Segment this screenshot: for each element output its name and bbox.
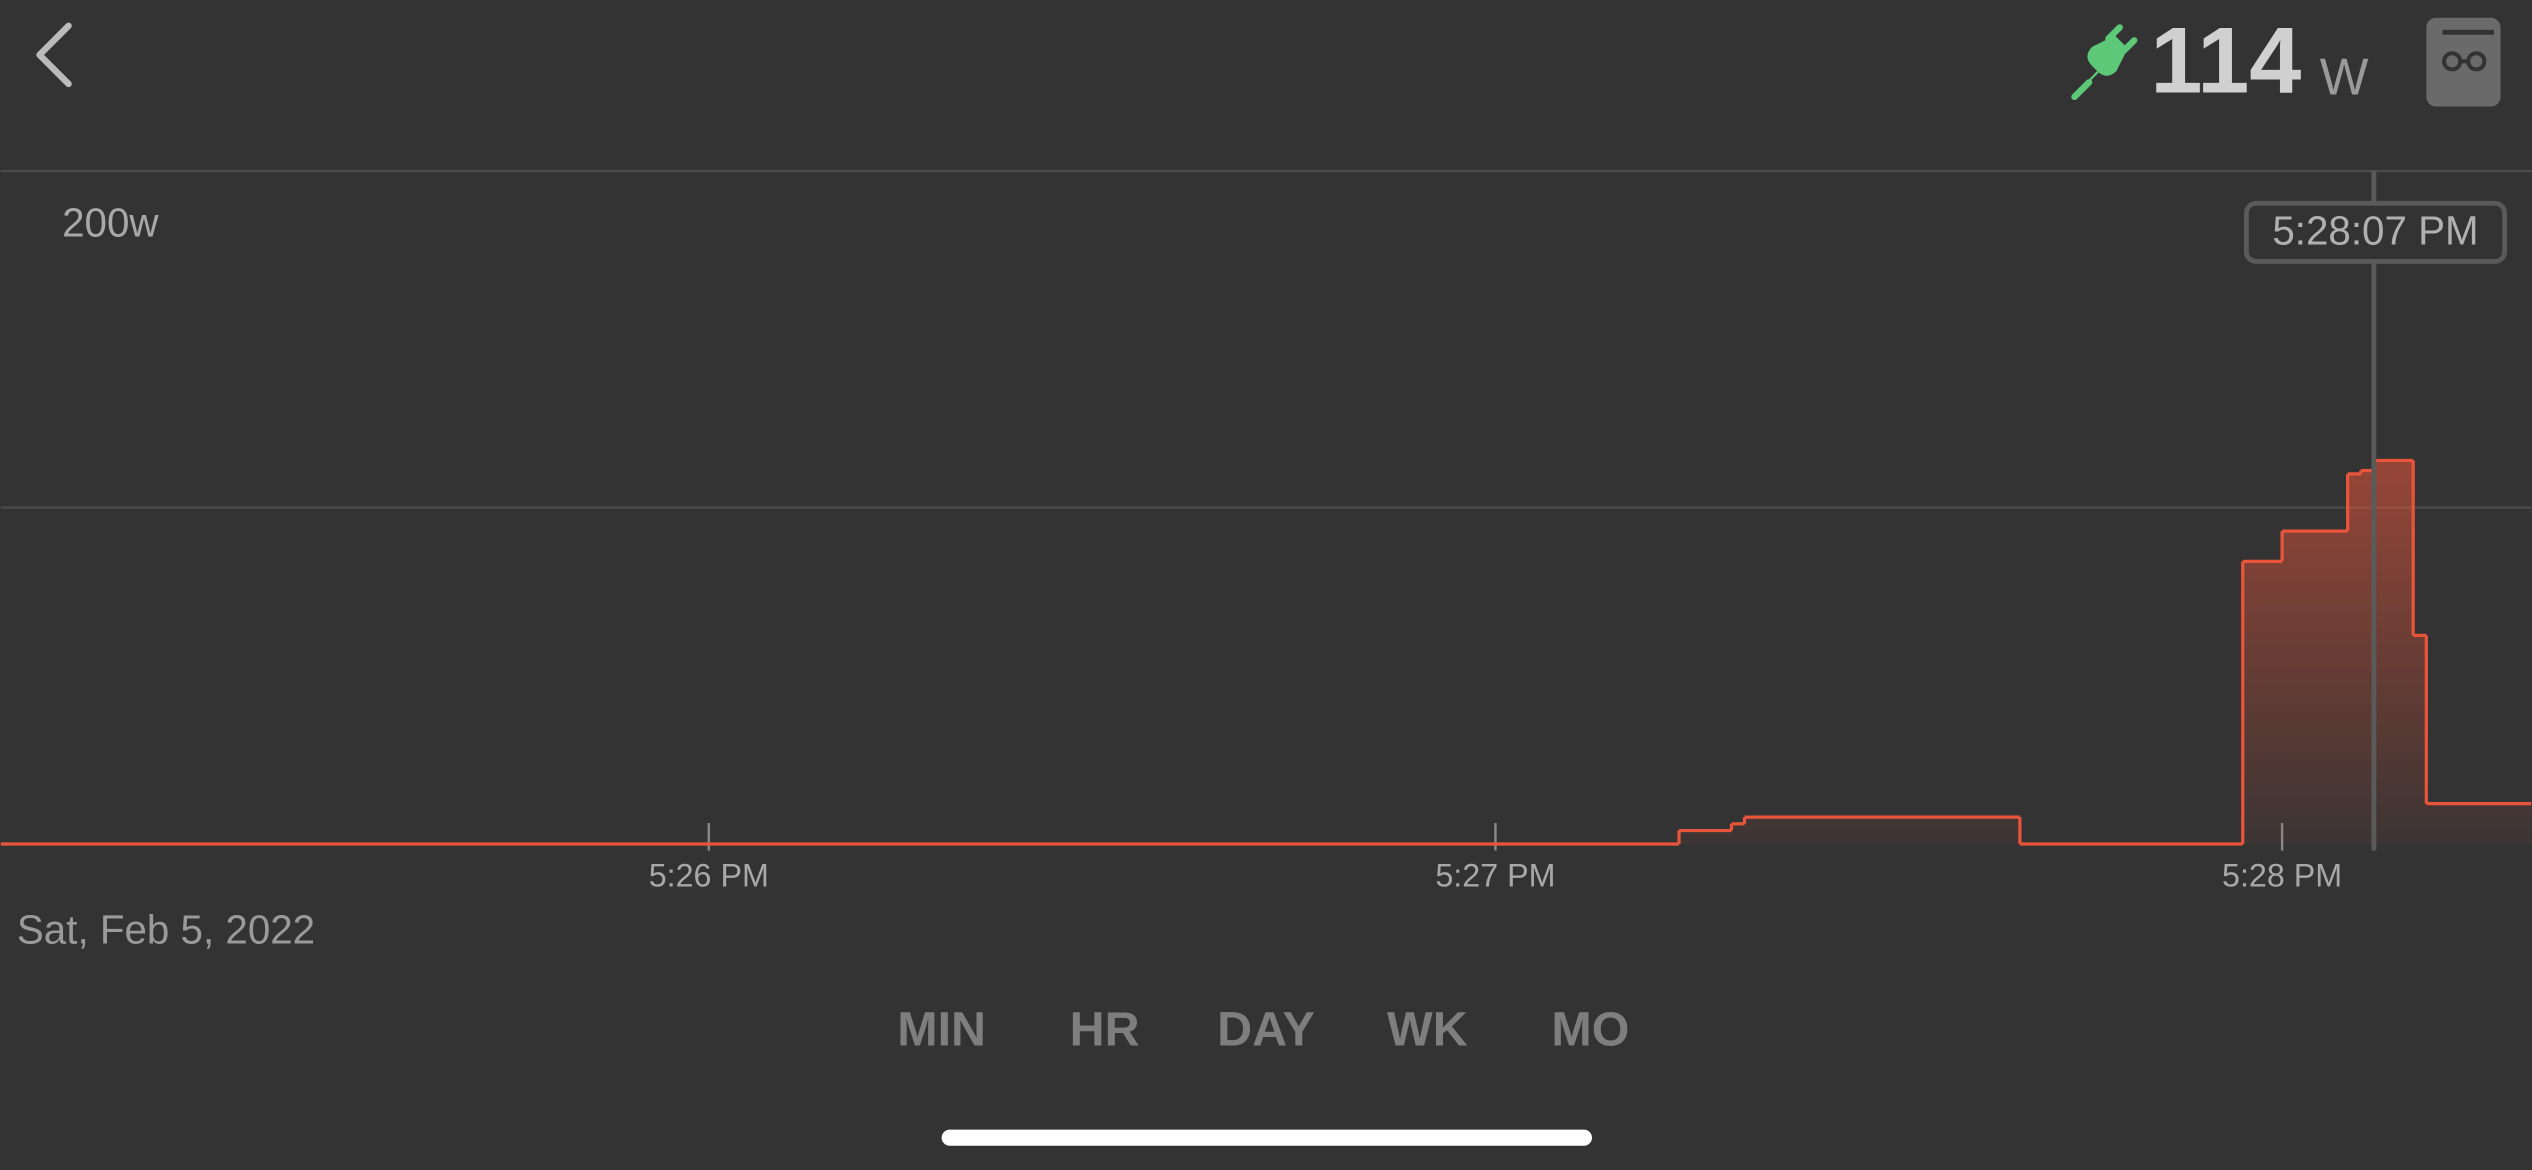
y-tick-label: 200w bbox=[62, 200, 159, 246]
power-unit: W bbox=[2320, 47, 2369, 105]
range-tab[interactable]: MIN bbox=[897, 1003, 986, 1057]
area bbox=[0, 460, 2532, 845]
range-tab[interactable]: HR bbox=[1070, 1003, 1140, 1057]
cursor-label: 5:28:07 PM bbox=[2272, 208, 2478, 254]
range-tabs: MIN HR DAY WK MO bbox=[897, 1003, 1629, 1057]
x-tick-label: 5:28 PM bbox=[2222, 857, 2342, 893]
book-icon[interactable] bbox=[2426, 17, 2501, 107]
plug-icon bbox=[2071, 24, 2138, 101]
x-tick-label: 5:27 PM bbox=[1435, 857, 1555, 893]
range-tab[interactable]: MO bbox=[1551, 1003, 1629, 1057]
home-indicator bbox=[941, 1129, 1592, 1146]
current-power: 114 bbox=[2150, 7, 2301, 112]
range-tab[interactable]: DAY bbox=[1217, 1003, 1315, 1057]
cursor-box bbox=[2243, 200, 2508, 264]
x-tick-label: 5:26 PM bbox=[649, 857, 769, 893]
back-button[interactable] bbox=[36, 22, 72, 88]
range-tab[interactable]: WK bbox=[1387, 1003, 1468, 1057]
chart: 200w 5:26 PM 5:27 PM 5:28 PM 5:28:07 PM bbox=[0, 169, 2532, 893]
date-label: Sat, Feb 5, 2022 bbox=[17, 906, 315, 952]
